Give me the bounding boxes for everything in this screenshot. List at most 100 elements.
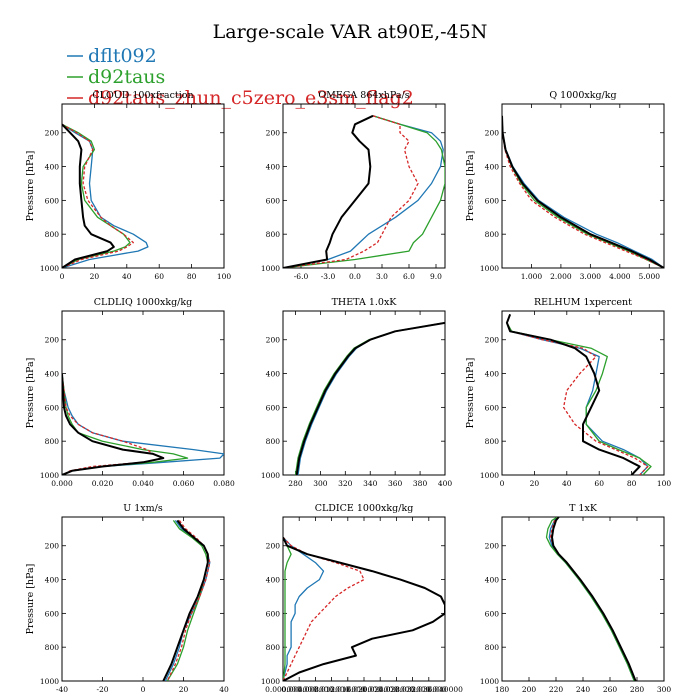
x-tick-label: 240 [576, 685, 591, 694]
panel-title: CLDICE 1000xkg/kg [315, 503, 414, 514]
legend-label: d92taus [88, 66, 165, 88]
y-tick-label: 600 [45, 196, 60, 205]
series-line-obs [62, 123, 115, 268]
y-tick-label: 600 [266, 196, 281, 205]
y-tick-label: 400 [485, 576, 500, 585]
x-tick-label: 0.000 [51, 479, 73, 488]
y-tick-label: 400 [485, 163, 500, 172]
x-tick-label: 0 [141, 685, 146, 694]
y-tick-label: 400 [45, 576, 60, 585]
x-tick-label: 260 [603, 685, 618, 694]
y-tick-label: 400 [266, 370, 281, 379]
panel-2: Q 1000xkg/kg 200 400 600 800 1000 1.000 2.000 3.… [465, 90, 665, 281]
y-axis-label: Pressure [hPa] [465, 358, 476, 429]
series-line-d92taus-zhun-c5zero-e3sm-flag2 [502, 115, 664, 268]
x-tick-label: 80 [187, 272, 197, 281]
x-tick-label: 0.016000 [330, 685, 366, 694]
series-line-obs [283, 114, 374, 268]
series-line-d92taus-zhun-c5zero-e3sm-flag2 [283, 115, 419, 268]
x-tick-label: 400 [438, 479, 453, 488]
x-tick-label: 0 [500, 479, 505, 488]
x-tick-label: 0.0 [349, 272, 361, 281]
panel-title: T 1xK [569, 503, 598, 514]
x-tick-label: 280 [288, 479, 303, 488]
plot-frame [282, 516, 446, 682]
panel-title: THETA 1.0xK [332, 297, 398, 308]
y-tick-label: 1000 [40, 677, 59, 686]
plot-frame [61, 103, 225, 269]
y-tick-label: 200 [485, 542, 500, 551]
panel-1: OMEGA 864xhPa/s 200 400 600 800 1000 -6.0 -3.0 0… [261, 90, 446, 281]
x-tick-label: 200 [522, 685, 537, 694]
x-tick-label: 0.020 [92, 479, 114, 488]
x-tick-label: 80 [627, 479, 637, 488]
x-tick-label: 320 [338, 479, 353, 488]
panel-title: OMEGA 864xhPa/s [318, 90, 409, 101]
y-tick-label: 800 [45, 230, 60, 239]
y-tick-label: 600 [266, 609, 281, 618]
y-tick-label: 400 [45, 370, 60, 379]
x-tick-label: 0.000000 [265, 685, 301, 694]
y-tick-label: 800 [485, 643, 500, 652]
x-tick-label: 100 [657, 479, 672, 488]
plot-frame [282, 310, 446, 476]
x-tick-label: -6.0 [294, 272, 309, 281]
x-tick-label: 180 [495, 685, 510, 694]
x-tick-label: 0.032000 [395, 685, 431, 694]
x-tick-label: 0.004000 [281, 685, 317, 694]
x-tick-label: 0.012000 [314, 685, 350, 694]
x-tick-label: 3.0 [376, 272, 388, 281]
series-line-dflt092 [283, 536, 325, 681]
y-tick-label: 1000 [40, 471, 59, 480]
series-line-dflt092 [506, 314, 649, 475]
series-line-obs [62, 373, 165, 475]
x-tick-label: 380 [413, 479, 428, 488]
x-tick-label: 6.0 [403, 272, 415, 281]
y-tick-label: 600 [485, 403, 500, 412]
y-tick-label: 200 [266, 336, 281, 345]
y-tick-label: 200 [45, 542, 60, 551]
panel-title: Q 1000xkg/kg [549, 90, 616, 101]
x-tick-label: 0.060 [173, 479, 195, 488]
y-tick-label: 800 [485, 230, 500, 239]
x-tick-label: 0.040000 [427, 685, 463, 694]
y-tick-label: 800 [266, 230, 281, 239]
series-line-d92taus-zhun-c5zero-e3sm-flag2 [62, 123, 134, 268]
y-tick-label: 200 [266, 129, 281, 138]
series-line-d92taus [283, 537, 292, 681]
y-axis-label: Pressure [hPa] [25, 564, 36, 635]
series-line-dflt092 [62, 373, 224, 475]
series-line-d92taus-zhun-c5zero-e3sm-flag2 [62, 373, 164, 475]
panel-7: CLDICE 1000xkg/kg 200 400 600 800 10000.00000… [261, 503, 463, 694]
x-tick-label: 0.008000 [298, 685, 334, 694]
y-tick-label: 400 [485, 370, 500, 379]
plot-frame [282, 103, 446, 269]
y-tick-label: 800 [485, 437, 500, 446]
x-tick-label: 0 [60, 272, 65, 281]
y-tick-label: 1000 [261, 471, 280, 480]
x-tick-label: 280 [630, 685, 645, 694]
x-tick-label: 100 [217, 272, 232, 281]
panel-title: RELHUM 1xpercent [534, 297, 632, 308]
series-line-obs [505, 314, 641, 475]
x-tick-label: -40 [56, 685, 68, 694]
plot-frame [501, 103, 665, 269]
series-line-d92taus [62, 123, 131, 268]
x-tick-label: 0.020000 [346, 685, 382, 694]
panel-6: U 1xm/s 200 400 600 800 1000-40 -20 0 20 40 Pressu… [25, 503, 229, 694]
x-tick-label: 1.000 [521, 272, 543, 281]
legend-label: dflt092 [88, 45, 157, 67]
x-tick-label: -3.0 [321, 272, 336, 281]
series-line-d92taus [545, 517, 635, 681]
x-tick-label: 300 [657, 685, 672, 694]
x-tick-label: 40 [122, 272, 132, 281]
y-axis-label: Pressure [hPa] [25, 151, 36, 222]
y-tick-label: 200 [485, 129, 500, 138]
x-tick-label: -20 [96, 685, 108, 694]
series-line-obs [162, 519, 209, 681]
y-tick-label: 1000 [480, 264, 499, 273]
x-tick-label: 60 [154, 272, 164, 281]
